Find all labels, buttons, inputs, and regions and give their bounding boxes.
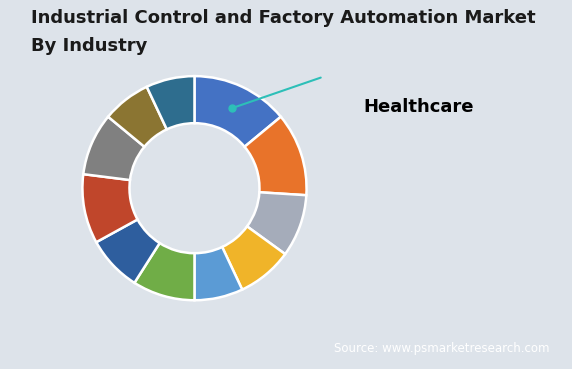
Wedge shape (96, 220, 160, 283)
Wedge shape (82, 174, 137, 242)
Wedge shape (247, 192, 307, 254)
Text: By Industry: By Industry (31, 37, 148, 55)
Text: Industrial Control and Factory Automation Market: Industrial Control and Factory Automatio… (31, 9, 536, 27)
Wedge shape (108, 87, 167, 147)
Wedge shape (245, 117, 307, 195)
Text: Healthcare: Healthcare (363, 98, 474, 116)
Wedge shape (84, 117, 144, 180)
Wedge shape (134, 243, 194, 300)
Wedge shape (222, 227, 285, 290)
Wedge shape (194, 76, 281, 147)
Wedge shape (147, 76, 194, 130)
Wedge shape (194, 247, 242, 300)
Text: Source: www.psmarketresearch.com: Source: www.psmarketresearch.com (334, 342, 550, 355)
